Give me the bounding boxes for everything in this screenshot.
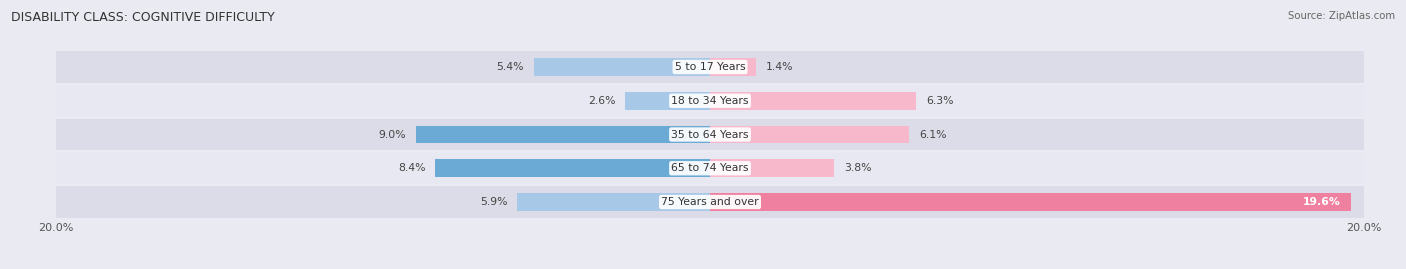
Bar bbox=[56, 51, 1364, 83]
Text: 6.1%: 6.1% bbox=[920, 129, 946, 140]
Bar bbox=[436, 160, 710, 177]
Bar bbox=[416, 126, 710, 143]
Text: 19.6%: 19.6% bbox=[1303, 197, 1341, 207]
Bar bbox=[710, 58, 756, 76]
Text: Source: ZipAtlas.com: Source: ZipAtlas.com bbox=[1288, 11, 1395, 21]
Bar bbox=[56, 85, 1364, 116]
Bar bbox=[533, 58, 710, 76]
Text: 1.4%: 1.4% bbox=[766, 62, 793, 72]
Text: 5.4%: 5.4% bbox=[496, 62, 523, 72]
Text: 3.8%: 3.8% bbox=[844, 163, 872, 173]
Bar bbox=[626, 92, 710, 109]
Text: DISABILITY CLASS: COGNITIVE DIFFICULTY: DISABILITY CLASS: COGNITIVE DIFFICULTY bbox=[11, 11, 276, 24]
Bar bbox=[517, 193, 710, 211]
Bar bbox=[710, 126, 910, 143]
Text: 6.3%: 6.3% bbox=[925, 96, 953, 106]
Text: 8.4%: 8.4% bbox=[398, 163, 426, 173]
Text: 5.9%: 5.9% bbox=[479, 197, 508, 207]
Bar bbox=[710, 193, 1351, 211]
Text: 5 to 17 Years: 5 to 17 Years bbox=[675, 62, 745, 72]
Text: 18 to 34 Years: 18 to 34 Years bbox=[671, 96, 749, 106]
Text: 65 to 74 Years: 65 to 74 Years bbox=[671, 163, 749, 173]
Bar bbox=[710, 92, 915, 109]
Bar bbox=[56, 153, 1364, 184]
Bar bbox=[710, 160, 834, 177]
Bar bbox=[56, 186, 1364, 218]
Text: 2.6%: 2.6% bbox=[588, 96, 616, 106]
Bar bbox=[56, 119, 1364, 150]
Text: 35 to 64 Years: 35 to 64 Years bbox=[671, 129, 749, 140]
Text: 9.0%: 9.0% bbox=[378, 129, 406, 140]
Text: 75 Years and over: 75 Years and over bbox=[661, 197, 759, 207]
